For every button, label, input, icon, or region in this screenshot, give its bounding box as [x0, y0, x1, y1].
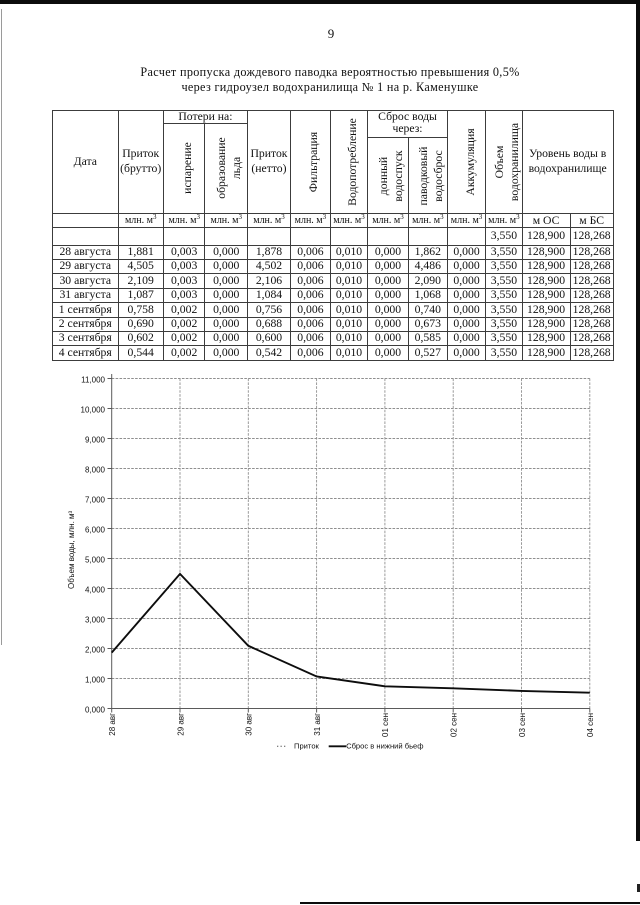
svg-text:Объем воды, млн. м³: Объем воды, млн. м³	[67, 510, 76, 589]
svg-text:8,000: 8,000	[85, 465, 106, 474]
svg-text:3,000: 3,000	[85, 615, 106, 624]
svg-text:4,000: 4,000	[85, 585, 106, 594]
svg-text:0,000: 0,000	[85, 705, 106, 714]
svg-text:30 авг: 30 авг	[245, 713, 254, 736]
svg-text:7,000: 7,000	[85, 495, 106, 504]
svg-text:03 сен: 03 сен	[518, 713, 527, 737]
svg-text:10,000: 10,000	[81, 405, 106, 414]
svg-text:01 сен: 01 сен	[381, 713, 390, 737]
svg-text:Сброс в нижний бьеф: Сброс в нижний бьеф	[346, 742, 423, 751]
svg-text:9,000: 9,000	[85, 435, 106, 444]
svg-text:11,000: 11,000	[81, 375, 105, 384]
svg-text:2,000: 2,000	[85, 645, 106, 654]
svg-text:5,000: 5,000	[85, 555, 106, 564]
svg-text:31 авг: 31 авг	[313, 713, 322, 736]
svg-text:28 авг: 28 авг	[108, 713, 117, 736]
svg-text:04 сен: 04 сен	[586, 713, 595, 737]
svg-text:1,000: 1,000	[85, 675, 106, 684]
svg-text:29 авг: 29 авг	[176, 713, 185, 736]
svg-text:02 сен: 02 сен	[450, 713, 459, 737]
svg-text:6,000: 6,000	[85, 525, 106, 534]
svg-text:Приток: Приток	[294, 742, 320, 751]
